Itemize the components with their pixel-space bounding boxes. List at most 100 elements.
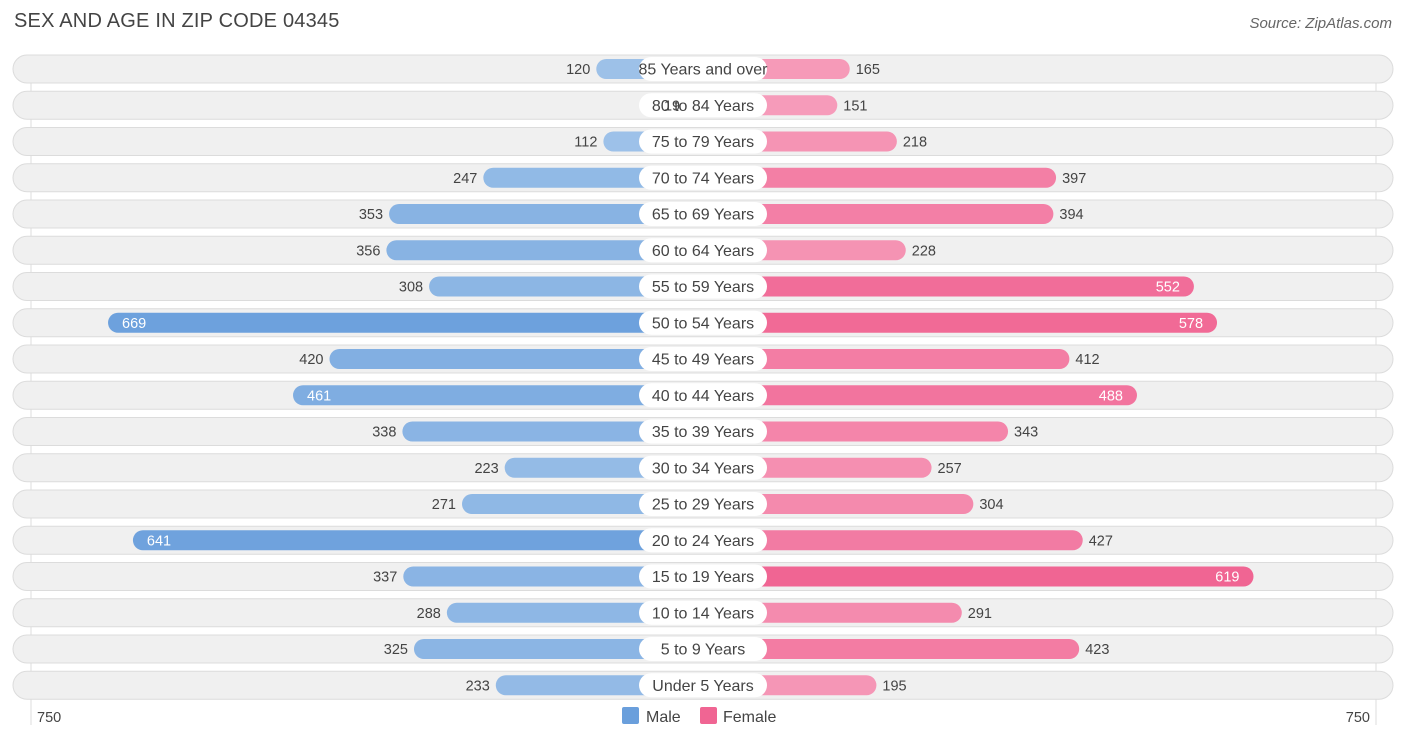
male-bar <box>413 639 703 659</box>
female-bar <box>703 421 1009 442</box>
male-bar <box>108 312 703 333</box>
age-label: 40 to 44 Years <box>652 388 754 405</box>
male-value-label: 356 <box>356 243 380 259</box>
female-bar <box>703 167 1057 188</box>
female-bar <box>703 602 962 623</box>
age-row: 60 to 64 Years 356 228 <box>12 235 1394 265</box>
female-bar <box>703 385 1137 406</box>
age-label-pill <box>639 564 767 589</box>
male-bar <box>446 602 703 623</box>
male-value-label: 420 <box>299 352 323 368</box>
male-bar <box>132 530 704 551</box>
female-value-label: 304 <box>979 497 1003 513</box>
age-row: 75 to 79 Years 112 218 <box>12 127 1394 156</box>
age-label-pill <box>639 492 767 516</box>
age-label: 50 to 54 Years <box>652 315 754 332</box>
age-row: 20 to 24 Years 641 427 <box>12 525 1394 555</box>
legend-female-swatch <box>700 707 717 724</box>
male-value-label: 337 <box>373 570 397 586</box>
female-value-label: 488 <box>1099 388 1123 404</box>
male-value-label: 247 <box>453 171 477 187</box>
legend-female-label: Female <box>723 709 776 726</box>
age-label: 10 to 14 Years <box>652 605 754 622</box>
age-label: 80 to 84 Years <box>652 98 754 115</box>
age-label-pill <box>639 274 767 299</box>
legend-male-swatch <box>622 707 639 724</box>
male-value-label: 120 <box>566 62 590 78</box>
chart-title: SEX AND AGE IN ZIP CODE 04345 <box>14 10 340 32</box>
age-label: 70 to 74 Years <box>652 170 754 187</box>
male-value-label: 353 <box>359 207 383 223</box>
legend-male-label: Male <box>646 709 681 726</box>
age-label-pill <box>639 57 767 81</box>
female-value-label: 394 <box>1059 207 1083 223</box>
age-label: 60 to 64 Years <box>652 243 754 260</box>
age-row: 70 to 74 Years 247 397 <box>12 163 1394 193</box>
age-row: 85 Years and over 120 165 <box>12 54 1394 84</box>
female-value-label: 343 <box>1014 425 1038 441</box>
male-value-label: 325 <box>384 642 408 658</box>
source-note: Source: ZipAtlas.com <box>1249 15 1392 32</box>
age-label-pill <box>639 93 767 118</box>
male-bar <box>403 566 703 587</box>
male-value-label: 19 <box>664 98 680 114</box>
female-value-label: 257 <box>938 461 962 477</box>
age-row: 55 to 59 Years 308 552 <box>12 272 1394 301</box>
age-row: 35 to 39 Years 338 343 <box>12 417 1394 446</box>
age-label-pill <box>639 419 767 444</box>
female-value-label: 552 <box>1156 280 1180 296</box>
female-value-label: 412 <box>1075 352 1099 368</box>
male-bar <box>429 276 703 297</box>
age-label: 45 to 49 Years <box>652 352 754 369</box>
age-row: 50 to 54 Years 669 578 <box>12 308 1394 338</box>
age-label-pill <box>639 600 767 625</box>
male-bar <box>402 421 703 442</box>
age-label-pill <box>639 310 767 335</box>
age-label: 55 to 59 Years <box>652 279 754 296</box>
female-value-label: 397 <box>1062 171 1086 187</box>
age-label: 35 to 39 Years <box>652 424 754 441</box>
female-bar <box>703 276 1194 297</box>
female-bar <box>703 349 1070 369</box>
age-label: 20 to 24 Years <box>652 533 754 550</box>
age-label-pill <box>639 383 767 408</box>
male-value-label: 271 <box>432 497 456 513</box>
age-row: Under 5 Years 233 195 <box>12 670 1394 700</box>
female-value-label: 427 <box>1089 533 1113 549</box>
female-bar <box>703 204 1054 224</box>
female-value-label: 291 <box>968 606 992 622</box>
female-value-label: 151 <box>843 98 867 114</box>
age-label: 15 to 19 Years <box>652 569 754 586</box>
female-value-label: 578 <box>1179 316 1203 332</box>
age-row: 40 to 44 Years 461 488 <box>12 380 1394 410</box>
age-label: 75 to 79 Years <box>652 134 754 151</box>
age-row: 15 to 19 Years 337 619 <box>12 562 1394 591</box>
male-value-label: 233 <box>466 678 490 694</box>
male-value-label: 338 <box>372 425 396 441</box>
age-row: 65 to 69 Years 353 394 <box>12 199 1394 229</box>
male-value-label: 461 <box>307 388 331 404</box>
age-label: 30 to 34 Years <box>652 460 754 477</box>
female-value-label: 165 <box>856 62 880 78</box>
axis-tick-left: 750 <box>37 710 61 726</box>
axis-tick-right: 750 <box>1346 710 1370 726</box>
female-bar <box>703 639 1080 659</box>
age-label-pill <box>639 347 767 371</box>
age-label-pill <box>639 202 767 226</box>
male-bar <box>389 204 703 224</box>
age-row: 30 to 34 Years 223 257 <box>12 453 1394 483</box>
age-label-pill <box>639 528 767 553</box>
age-label-pill <box>639 673 767 698</box>
male-value-label: 288 <box>417 606 441 622</box>
age-row: 5 to 9 Years 325 423 <box>12 634 1394 664</box>
age-row: 25 to 29 Years 271 304 <box>12 489 1394 519</box>
male-bar <box>329 349 703 369</box>
female-value-label: 619 <box>1215 570 1239 586</box>
female-bar <box>703 530 1083 551</box>
age-label-pill <box>639 238 767 263</box>
age-label-pill <box>639 165 767 190</box>
age-label: 25 to 29 Years <box>652 497 754 514</box>
female-value-label: 195 <box>882 678 906 694</box>
age-row: 45 to 49 Years 420 412 <box>12 344 1394 374</box>
